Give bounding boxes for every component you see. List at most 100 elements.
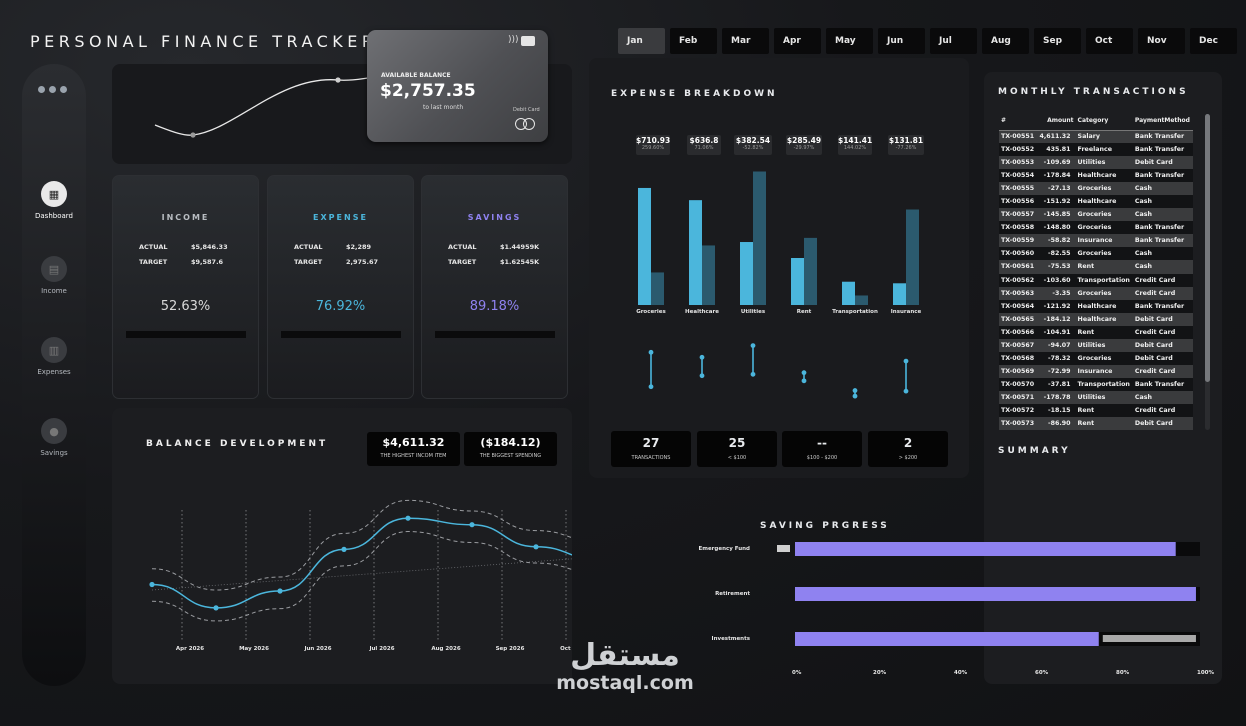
column-header[interactable]: Amount [1036, 112, 1076, 131]
table-row[interactable]: TX-00552 435.81 Freelance Bank Transfer [999, 143, 1193, 157]
table-row[interactable]: TX-00566 -104.91 Rent Credit Card [999, 325, 1193, 339]
saving-category-label: Retirement [715, 591, 750, 597]
table-cell: Cash [1132, 247, 1193, 261]
table-row[interactable]: TX-00561 -75.53 Rent Cash [999, 260, 1193, 274]
card-chip-icon [521, 36, 535, 46]
tab-month-may[interactable]: May [826, 28, 873, 54]
table-cell: Debit Card [1132, 312, 1193, 326]
expense-bar [753, 171, 766, 305]
table-row[interactable]: TX-00554 -178.84 Healthcare Bank Transfer [999, 169, 1193, 183]
table-row[interactable]: TX-00555 -27.13 Groceries Cash [999, 182, 1193, 196]
x-axis-label: 100% [1197, 670, 1214, 676]
expense-category-label: Healthcare [685, 309, 719, 315]
table-row[interactable]: TX-00564 -121.92 Healthcare Bank Transfer [999, 299, 1193, 313]
table-cell: Cash [1132, 390, 1193, 404]
sidebar-item-expenses[interactable]: ▥ Expenses [22, 337, 86, 376]
table-row[interactable]: TX-00570 -37.81 Transportation Bank Transfe… [999, 377, 1193, 391]
tab-month-sep[interactable]: Sep [1034, 28, 1081, 54]
table-cell: TX-00562 [999, 273, 1037, 287]
table-cell: Groceries [1075, 286, 1133, 300]
table-cell: Healthcare [1075, 195, 1133, 209]
scrollbar-thumb[interactable] [1205, 114, 1210, 382]
table-cell: TX-00557 [999, 208, 1037, 222]
tab-month-oct[interactable]: Oct [1086, 28, 1133, 54]
table-row[interactable]: TX-00571 -178.78 Utilities Cash [999, 390, 1193, 404]
table-row[interactable]: TX-00567 -94.07 Utilities Debit Card [999, 338, 1193, 352]
table-row[interactable]: TX-00568 -78.32 Groceries Debit Card [999, 351, 1193, 365]
transactions-scrollbar[interactable] [1205, 114, 1210, 430]
kpi-card-savings: SAVINGS ACTUAL $1.44959K TARGET $1.62545K 89.… [421, 175, 568, 399]
table-cell: Bank Transfer [1132, 234, 1193, 248]
table-cell: -94.07 [1036, 338, 1076, 352]
kpi-actual-row: ACTUAL $5,846.33 [139, 243, 228, 251]
watermark-latin: mostaql.com [556, 672, 694, 694]
wallet-icon: ▤ [41, 256, 67, 282]
column-header[interactable]: PaymentMethod [1132, 112, 1193, 131]
table-row[interactable]: TX-00572 -18.15 Rent Credit Card [999, 403, 1193, 418]
tab-month-jan[interactable]: Jan [618, 28, 665, 54]
table-cell: Rent [1075, 260, 1133, 274]
table-cell: Freelance [1075, 143, 1133, 157]
count-value: 25 [728, 436, 746, 450]
table-row[interactable]: TX-00559 -58.82 Insurance Bank Transfer [999, 234, 1193, 248]
count-value: 27 [642, 436, 660, 450]
table-cell: Rent [1075, 325, 1133, 339]
tab-month-aug[interactable]: Aug [982, 28, 1029, 54]
table-row[interactable]: TX-00569 -72.99 Insurance Credit Card [999, 364, 1193, 378]
kpi-actual-value: $1.44959K [500, 243, 540, 251]
table-row[interactable]: TX-00562 -103.60 Transportation Credit Card [999, 273, 1193, 287]
table-cell: Utilities [1075, 338, 1133, 352]
table-row[interactable]: TX-00573 -86.90 Rent Debit Card [999, 417, 1193, 431]
table-cell: TX-00568 [999, 351, 1037, 365]
stat-label: THE HIGHEST INCOM ITEM [380, 453, 447, 459]
sidebar-item-label: Dashboard [35, 212, 73, 220]
table-cell: Credit Card [1132, 364, 1193, 378]
stat-value: ($184.12) [480, 436, 541, 449]
table-row[interactable]: TX-00556 -151.92 Healthcare Cash [999, 195, 1193, 209]
sidebar-item-savings[interactable]: ● Savings [22, 418, 86, 457]
change-point [648, 384, 654, 390]
table-cell: Utilities [1075, 156, 1133, 170]
table-row[interactable]: TX-00551 4,611.32 Salary Bank Transfer [999, 130, 1193, 144]
sidebar-item-dashboard[interactable]: ▦ Dashboard [22, 181, 86, 220]
tab-month-mar[interactable]: Mar [722, 28, 769, 54]
expense-chip: $141.41 144.02% [838, 135, 872, 155]
tab-month-dec[interactable]: Dec [1190, 28, 1237, 54]
table-row[interactable]: TX-00557 -145.85 Groceries Cash [999, 208, 1193, 222]
highest-income-stat: $4,611.32 THE HIGHEST INCOM ITEM [367, 432, 460, 466]
table-cell: Cash [1132, 182, 1193, 196]
column-header[interactable]: # [999, 112, 1037, 131]
table-row[interactable]: TX-00558 -148.80 Groceries Bank Transfer [999, 221, 1193, 235]
expense-bar [906, 209, 919, 305]
table-row[interactable]: TX-00565 -184.12 Healthcare Debit Card [999, 312, 1193, 326]
tab-month-nov[interactable]: Nov [1138, 28, 1185, 54]
table-cell: Credit Card [1132, 325, 1193, 339]
table-cell: TX-00569 [999, 364, 1037, 378]
summary-title: SUMMARY [998, 446, 1071, 456]
kpi-percent: 89.18% [469, 299, 520, 314]
table-row[interactable]: TX-00560 -82.55 Groceries Cash [999, 247, 1193, 261]
table-row[interactable]: TX-00563 -3.35 Groceries Credit Card [999, 286, 1193, 300]
menu-dots-icon[interactable] [38, 86, 67, 93]
saving-category-label: Emergency Fund [698, 546, 750, 552]
table-cell: TX-00555 [999, 182, 1037, 196]
change-point [852, 393, 858, 399]
tab-month-jul[interactable]: Jul [930, 28, 977, 54]
table-row[interactable]: TX-00553 -109.69 Utilities Debit Card [999, 156, 1193, 170]
table-cell: -151.92 [1036, 195, 1076, 209]
count-label: $100 - $200 [806, 455, 838, 461]
sidebar-item-income[interactable]: ▤ Income [22, 256, 86, 295]
tab-month-feb[interactable]: Feb [670, 28, 717, 54]
table-cell: -37.81 [1036, 377, 1076, 391]
kpi-progress-bar [126, 331, 246, 338]
watermark: مستقل mostaql.com [540, 640, 710, 695]
lower-band [151, 531, 572, 622]
tab-month-apr[interactable]: Apr [774, 28, 821, 54]
column-header[interactable]: Category [1075, 112, 1133, 131]
chip-value: $710.93 [636, 136, 671, 145]
tab-month-jun[interactable]: Jun [878, 28, 925, 54]
transactions-title: MONTHLY TRANSACTIONS [998, 87, 1189, 97]
table-cell: Bank Transfer [1132, 169, 1193, 183]
table-cell: -82.55 [1036, 247, 1076, 261]
change-point [801, 370, 807, 376]
